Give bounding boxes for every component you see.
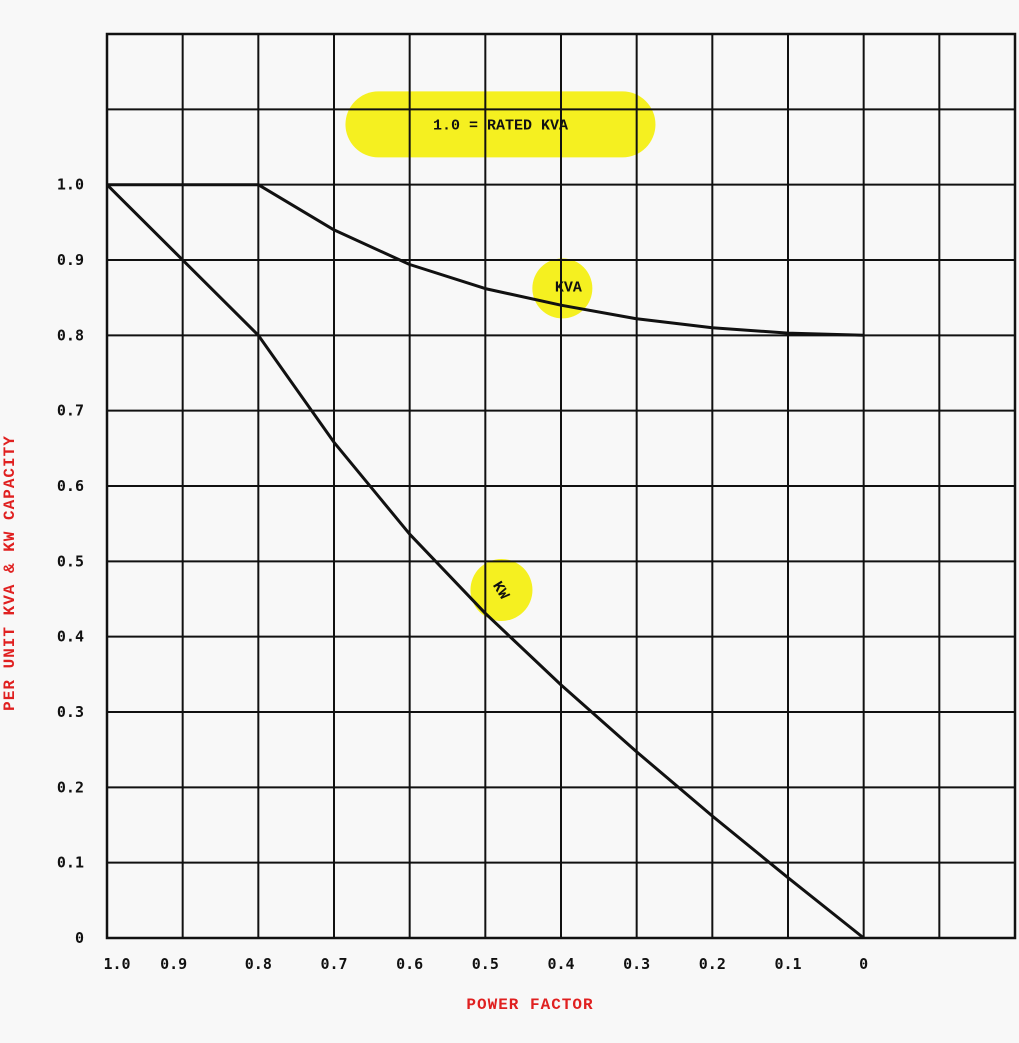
y-tick-label: 0.6 bbox=[57, 477, 84, 495]
y-tick-label: 0.5 bbox=[57, 552, 84, 570]
y-tick-label: 0.2 bbox=[57, 778, 84, 796]
x-tick-label: 1.0 bbox=[103, 955, 130, 973]
x-tick-label: 0.6 bbox=[396, 955, 423, 973]
x-axis-ticks: 1.0 0.9 0.8 0.7 0.6 0.5 0.4 0.3 0.2 0.1 0 bbox=[103, 955, 868, 973]
kva-series-label: KVA bbox=[555, 279, 582, 296]
x-tick-label: 0.7 bbox=[320, 955, 347, 973]
plot-frame bbox=[105, 32, 1017, 940]
series-line-kva bbox=[107, 183, 864, 337]
chart-grid bbox=[105, 32, 1017, 940]
chart-series bbox=[105, 183, 865, 940]
x-tick-label: 0.9 bbox=[160, 955, 187, 973]
y-tick-label: 0.1 bbox=[57, 854, 84, 872]
y-tick-label: 0.7 bbox=[57, 402, 84, 420]
y-tick-label: 0.3 bbox=[57, 703, 84, 721]
x-tick-label: 0.8 bbox=[245, 955, 272, 973]
x-tick-label: 0.2 bbox=[699, 955, 726, 973]
rated-kva-note: 1.0 = RATED KVA bbox=[433, 117, 568, 134]
annotations: 1.0 = RATED KVA KVA KW bbox=[433, 117, 582, 602]
highlights bbox=[345, 91, 656, 621]
y-tick-label: 0.8 bbox=[57, 326, 84, 344]
x-tick-label: 0.1 bbox=[774, 955, 801, 973]
y-tick-label: 0.4 bbox=[57, 628, 84, 646]
y-axis-ticks: 0 0.1 0.2 0.3 0.4 0.5 0.6 0.7 0.8 0.9 1.0 bbox=[57, 176, 84, 947]
x-tick-label: 0.4 bbox=[547, 955, 574, 973]
y-tick-label: 0 bbox=[75, 929, 84, 947]
y-axis-title: PER UNIT KVA & KW CAPACITY bbox=[1, 435, 19, 711]
series-line-kw bbox=[105, 183, 865, 940]
y-tick-label: 1.0 bbox=[57, 176, 84, 194]
x-axis-title: POWER FACTOR bbox=[466, 996, 593, 1014]
y-tick-label: 0.9 bbox=[57, 251, 84, 269]
x-tick-label: 0.3 bbox=[623, 955, 650, 973]
x-tick-label: 0.5 bbox=[472, 955, 499, 973]
kw-series-label: KW bbox=[488, 579, 512, 603]
x-tick-label: 0 bbox=[859, 955, 868, 973]
rated-kva-highlight bbox=[345, 91, 656, 158]
